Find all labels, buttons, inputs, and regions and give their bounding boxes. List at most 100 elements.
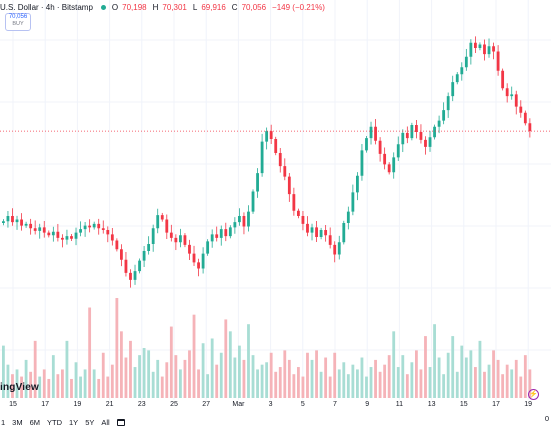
volume-bar xyxy=(233,357,237,398)
volume-bar xyxy=(120,331,123,398)
low-key: L xyxy=(192,2,198,12)
range-5y[interactable]: 5Y xyxy=(85,418,95,427)
candle-body xyxy=(256,173,259,192)
volume-bar xyxy=(360,357,364,398)
candle-body xyxy=(356,175,359,193)
candle-body xyxy=(251,191,255,212)
volume-bar xyxy=(306,352,309,398)
candle-body xyxy=(165,219,169,233)
candle-body xyxy=(342,223,346,243)
volume-bar xyxy=(215,364,219,398)
volume-bar xyxy=(333,352,337,398)
candle-body xyxy=(415,125,418,132)
candle-body xyxy=(142,251,146,261)
time-axis[interactable]: 15 17 19 21 23 25 27 Mar 3 5 7 9 11 13 15 17 19 xyxy=(0,401,551,413)
volume-bar xyxy=(419,369,423,398)
volume-bar xyxy=(242,359,246,398)
time-axis-label: 19 xyxy=(524,401,533,408)
volume-bar xyxy=(496,359,500,398)
candle-body xyxy=(88,225,92,228)
open-key: O xyxy=(111,2,119,12)
candle-body xyxy=(274,139,278,153)
candle-body xyxy=(33,228,37,231)
candle-body xyxy=(451,82,455,97)
volume-bar xyxy=(283,350,287,398)
candle-body xyxy=(147,244,151,251)
volume-bar xyxy=(97,378,101,398)
volume-bar xyxy=(396,367,400,398)
volume-bar xyxy=(106,376,110,398)
candle-body xyxy=(437,120,441,127)
candle-body xyxy=(287,176,291,195)
candle-body xyxy=(79,229,82,233)
volume-bar xyxy=(56,374,60,398)
time-axis-label: 17 xyxy=(41,401,50,408)
range-1y[interactable]: 1Y xyxy=(69,418,79,427)
time-axis-label: 21 xyxy=(105,401,114,408)
time-axis-label: 7 xyxy=(333,401,337,408)
candle-body xyxy=(278,153,282,167)
candle-body xyxy=(47,232,51,236)
volume-bar xyxy=(469,350,473,398)
candle-body xyxy=(192,253,196,263)
volume-bar xyxy=(505,364,509,398)
candle-body xyxy=(292,194,296,211)
symbol-title[interactable]: U.S. Dollar · 4h · Bitstamp xyxy=(0,2,93,12)
candle-body xyxy=(483,44,486,55)
range-3m[interactable]: 3M xyxy=(12,418,23,427)
candle-body xyxy=(369,126,373,139)
volume-bar xyxy=(510,369,514,398)
volume-bar xyxy=(401,355,405,398)
candle-body xyxy=(505,88,509,97)
open-value: 70,198 xyxy=(122,2,147,12)
volume-bar xyxy=(369,367,373,398)
candle-body xyxy=(442,110,446,121)
volume-bar xyxy=(405,374,409,398)
volume-bar xyxy=(192,314,196,398)
candle-body xyxy=(374,126,377,141)
volume-bar xyxy=(147,350,151,398)
candle-body xyxy=(365,138,368,151)
volume-bar xyxy=(42,369,46,398)
volume-bar xyxy=(442,374,446,398)
volume-bar xyxy=(61,369,64,398)
candle-body xyxy=(110,234,114,241)
candle-body xyxy=(315,227,318,237)
candle-body xyxy=(133,271,137,280)
candle-body xyxy=(514,94,518,107)
candle-body xyxy=(97,223,101,229)
volume-bar xyxy=(392,331,396,398)
volume-bar xyxy=(156,359,160,398)
volume-bar xyxy=(20,376,23,398)
candle-body xyxy=(65,236,69,240)
candle-body xyxy=(510,94,514,97)
candle-body xyxy=(269,131,273,139)
candle-body xyxy=(151,228,155,244)
time-axis-label: 15 xyxy=(459,401,468,408)
buy-price-button[interactable]: 70,056 BUY xyxy=(5,13,31,31)
candle-body xyxy=(61,237,64,240)
range-1d[interactable]: 1 xyxy=(1,418,6,427)
time-axis-label: 13 xyxy=(427,401,436,408)
time-axis-label: 23 xyxy=(137,401,146,408)
calendar-icon[interactable] xyxy=(116,419,125,426)
range-all[interactable]: All xyxy=(101,418,110,427)
volume-bar xyxy=(70,378,73,398)
price-chart[interactable] xyxy=(0,0,551,400)
candle-body xyxy=(405,132,409,139)
volume-bar xyxy=(201,343,205,398)
volume-bar xyxy=(433,324,436,398)
volume-bar xyxy=(478,340,482,398)
volume-bar xyxy=(224,319,228,398)
candle-body xyxy=(419,132,423,140)
close-value: 70,056 xyxy=(241,2,267,12)
range-6m[interactable]: 6M xyxy=(29,418,41,427)
candle-body xyxy=(238,216,241,223)
time-axis-label: 15 xyxy=(9,401,17,408)
candle-body xyxy=(183,235,187,245)
tradingview-watermark: ingView xyxy=(0,382,40,393)
candle-body xyxy=(401,132,405,145)
event-marker-icon[interactable]: ⚡ xyxy=(528,389,539,400)
candle-body xyxy=(501,70,505,89)
range-ytd[interactable]: YTD xyxy=(47,418,63,427)
